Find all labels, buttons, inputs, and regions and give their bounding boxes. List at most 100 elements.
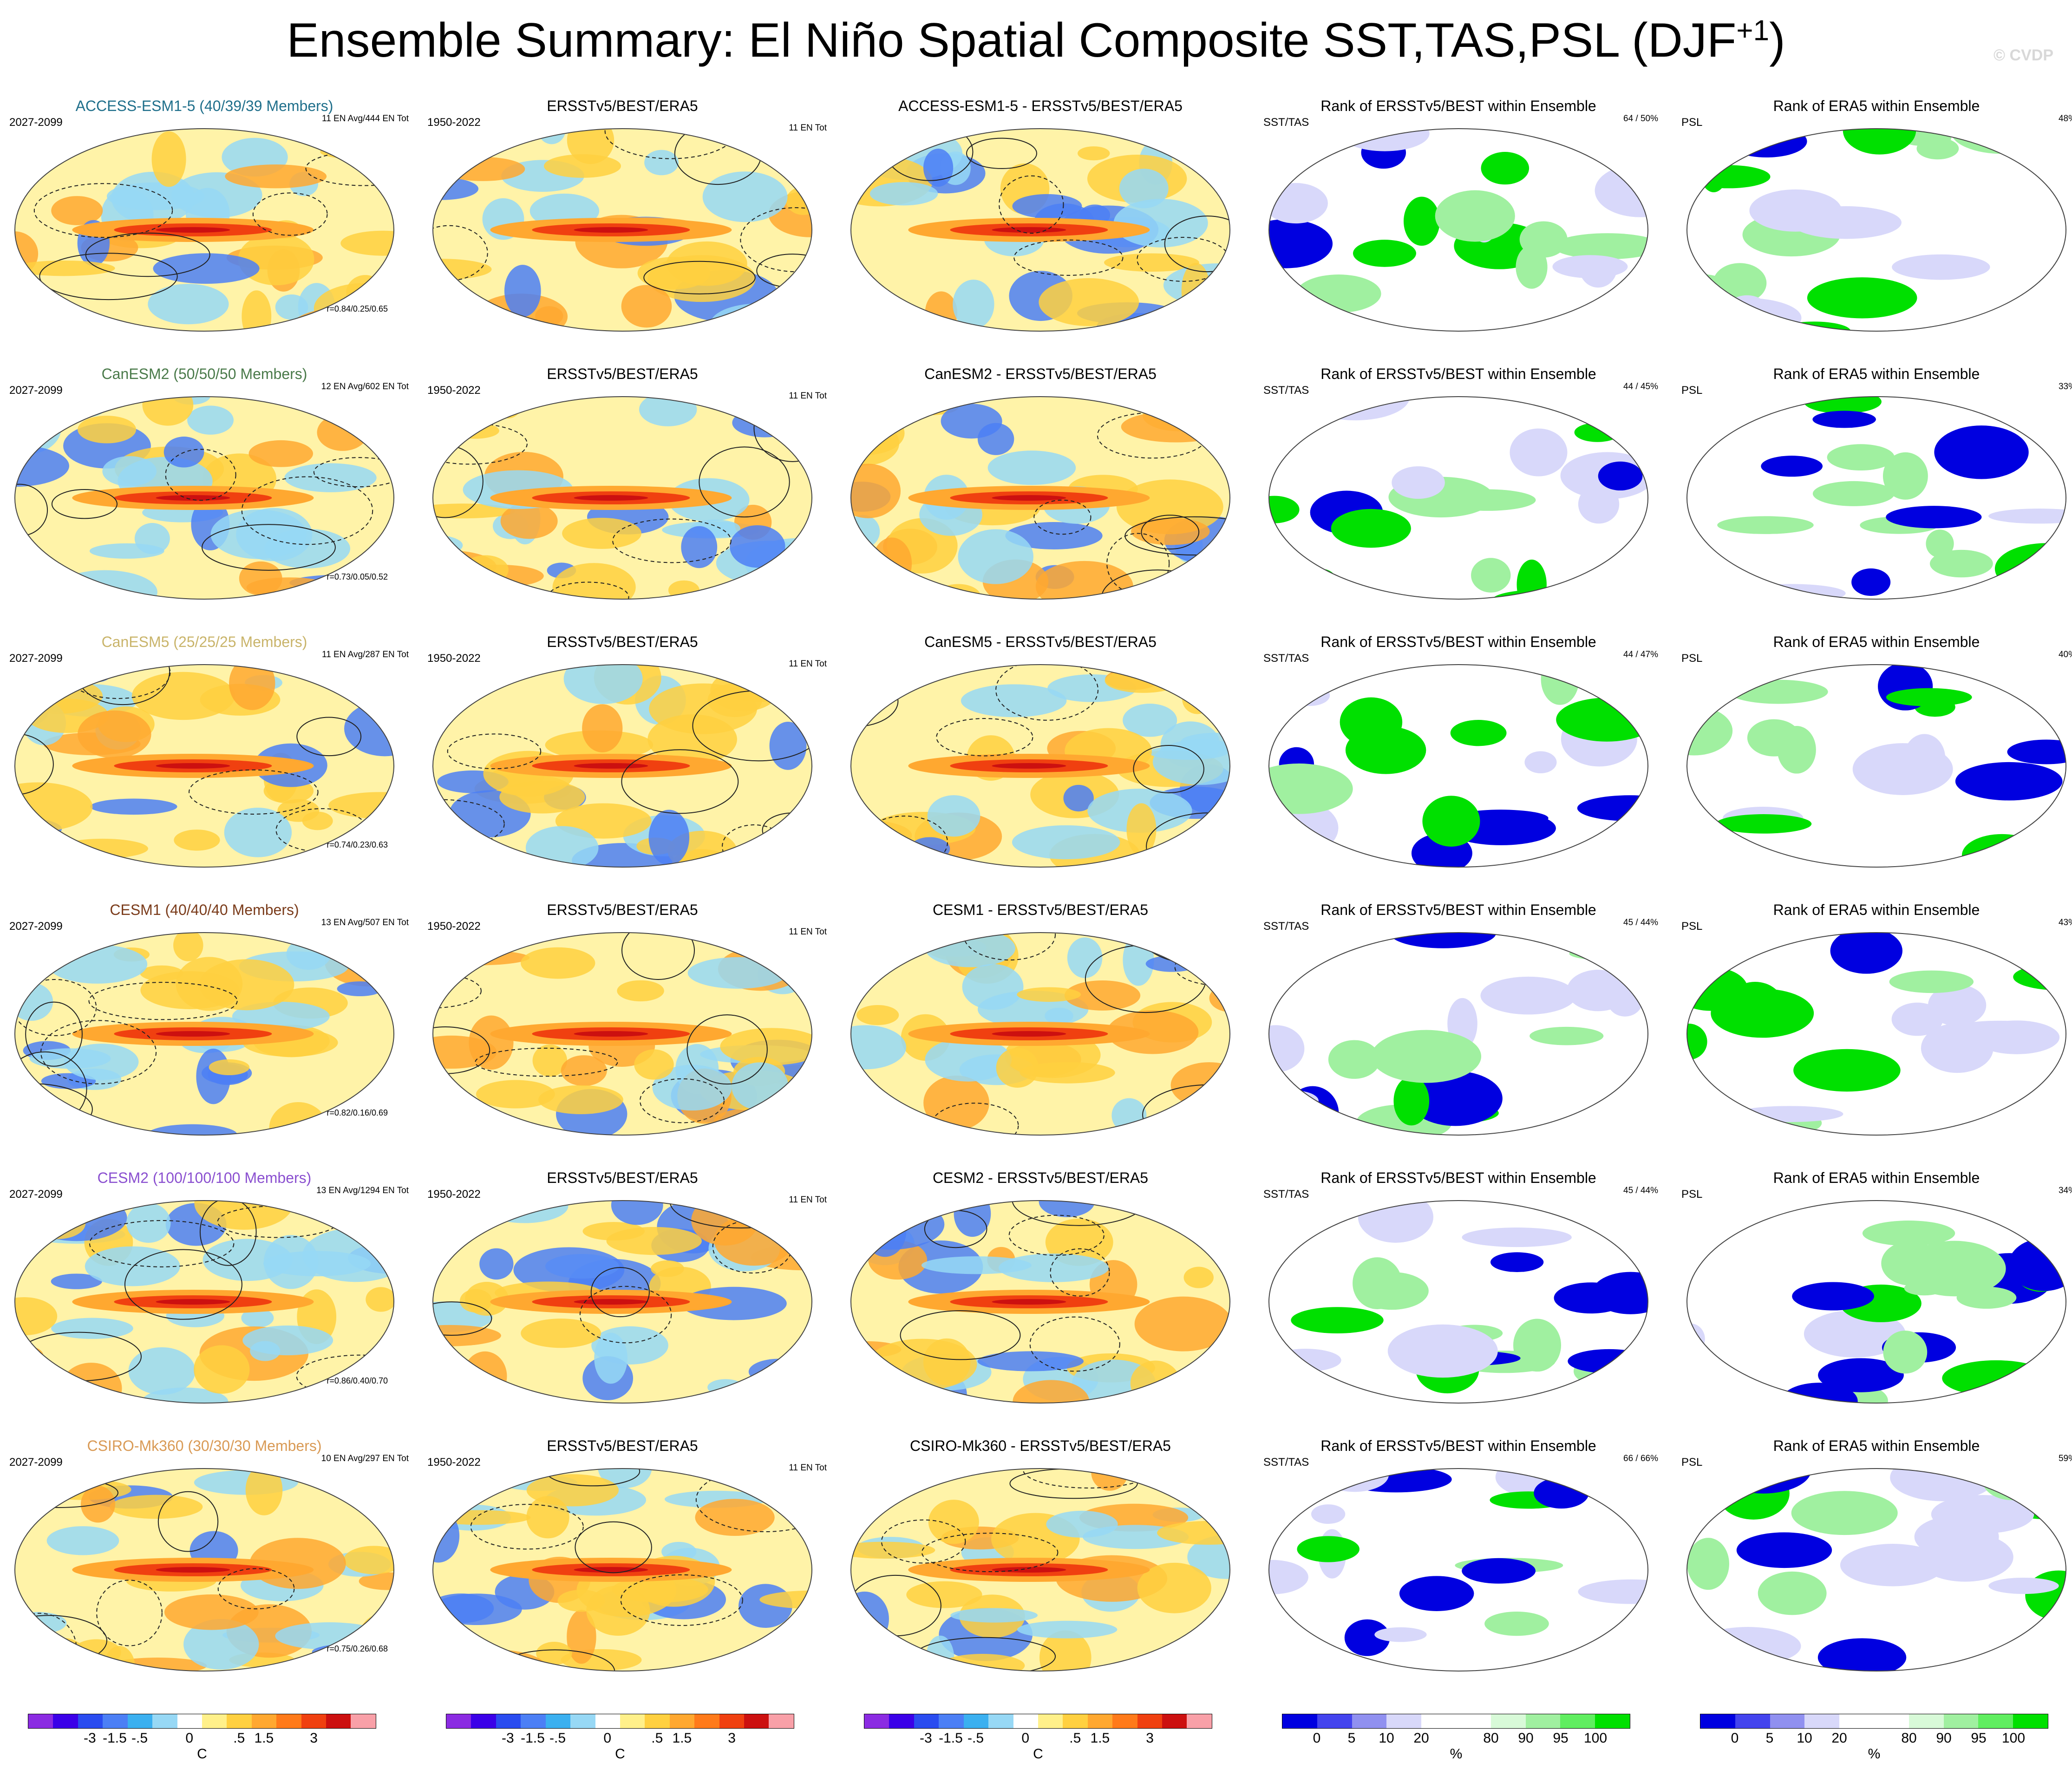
map-field-patch <box>1269 1560 1308 1594</box>
map-field-patch <box>926 1635 954 1671</box>
colorbar-tick-label: 1.5 <box>254 1730 274 1746</box>
psl-label: PSL <box>1681 920 1703 933</box>
colorbar-tick-label: -3 <box>920 1730 932 1746</box>
psl-contour <box>124 1249 242 1320</box>
map-outline <box>432 128 812 332</box>
map-field-patch <box>567 1609 596 1664</box>
colorbar-swatch <box>78 1714 103 1728</box>
colorbar-tick-label: 80 <box>1901 1730 1917 1746</box>
map-outline <box>432 1468 812 1672</box>
sst-colorbar-1: -3 -1.5 -.5 0 .5 1.5 3 C <box>28 1714 376 1762</box>
map-field-patch <box>1883 1331 1928 1374</box>
map-field-patch <box>1353 240 1416 267</box>
obs-panel-title: ERSSTv5/BEST/ERA5 <box>547 1169 698 1186</box>
map-field-patch <box>1131 517 1210 545</box>
colorbar-swatch <box>1978 1714 2013 1728</box>
map-field-patch <box>1827 444 1895 471</box>
map-field-patch <box>320 144 389 159</box>
map-field-patch <box>1435 190 1515 242</box>
colorbar-tick-label: .5 <box>1069 1730 1081 1746</box>
psl-label: PSL <box>1681 384 1703 397</box>
map-field-patch <box>562 517 641 549</box>
map-field-patch <box>238 233 314 286</box>
psl-contour <box>199 1201 257 1266</box>
map-field-patch <box>1157 1521 1230 1545</box>
map-field-patch <box>855 1374 900 1403</box>
psl-contour <box>620 1574 743 1626</box>
map-field-patch <box>851 420 900 466</box>
map-field-patch <box>710 670 778 712</box>
map-field-patch <box>745 1126 812 1135</box>
obs-period-label: 1950-2022 <box>427 920 481 933</box>
map-field-patch <box>1552 255 1628 278</box>
rank-map <box>1686 1468 2066 1672</box>
map-field-patch <box>1491 589 1603 599</box>
map-field-patch <box>340 230 394 256</box>
sst-composite-map <box>432 664 812 868</box>
map-field-patch <box>758 855 812 867</box>
map-outline <box>850 664 1230 868</box>
equatorial-warm-anomaly <box>156 763 230 769</box>
map-field-patch <box>621 285 672 328</box>
map-field-patch <box>1340 697 1403 747</box>
map-field-patch <box>1717 516 1814 534</box>
map-field-patch <box>769 722 807 770</box>
map-outline <box>1268 932 1648 1136</box>
colorbar-swatch <box>570 1714 595 1728</box>
map-field-patch <box>1353 1257 1402 1309</box>
map-field-patch <box>148 284 229 325</box>
rank-map <box>1268 396 1648 600</box>
map-field-patch <box>1137 1562 1211 1613</box>
rank-psl-value: 48% <box>2058 114 2072 124</box>
map-field-patch <box>1039 1630 1092 1671</box>
map-field-patch <box>714 1106 812 1134</box>
map-field-patch <box>1807 277 1917 319</box>
rank-colorbar-1: 0 5 10 20 80 90 95 100% <box>1282 1714 1630 1762</box>
colorbar-swatch <box>227 1714 252 1728</box>
equatorial-warm-anomaly <box>156 1567 230 1573</box>
colorbar-swatch <box>595 1714 620 1728</box>
map-field-patch <box>1387 1324 1498 1378</box>
colorbar-swatch <box>471 1714 496 1728</box>
psl-contour <box>699 446 790 518</box>
map-field-patch <box>1758 1571 1827 1615</box>
map-field-patch <box>1157 665 1195 691</box>
model-event-count: 12 EN Avg/602 EN Tot <box>321 382 409 392</box>
map-field-patch <box>433 259 492 280</box>
colorbar-swatch <box>1490 1714 1526 1728</box>
obs-event-count: 11 EN Tot <box>789 1195 827 1205</box>
map-field-patch <box>1792 1282 1874 1311</box>
pattern-correlation: r=0.73/0.05/0.52 <box>327 572 388 581</box>
map-outline <box>1268 396 1648 600</box>
map-field-patch <box>142 397 194 426</box>
colorbar-tick-label: 100 <box>1583 1730 1608 1746</box>
map-field-patch <box>433 550 497 583</box>
map-field-patch <box>194 1345 250 1394</box>
map-field-patch <box>1687 1473 1719 1520</box>
map-field-patch <box>343 1546 394 1574</box>
sst-composite-map <box>432 1468 812 1672</box>
map-field-patch <box>567 129 614 164</box>
colorbar-swatch <box>889 1714 914 1728</box>
map-field-patch <box>909 837 950 861</box>
map-field-patch <box>462 555 509 585</box>
psl-contour <box>433 973 482 1009</box>
map-field-patch <box>1408 1071 1503 1126</box>
psl-contour <box>252 192 328 236</box>
map-outline <box>850 128 1230 332</box>
map-outline <box>1268 664 1648 868</box>
colorbar-swatch <box>103 1714 128 1728</box>
map-field-patch <box>987 451 1076 485</box>
map-field-patch <box>786 186 812 215</box>
colorbar-swatch <box>1804 1714 1840 1728</box>
map-outline <box>1686 1468 2066 1672</box>
rank-colorbar-2: 0 5 10 20 80 90 95 100% <box>1700 1714 2048 1762</box>
map-field-patch <box>1269 1641 1327 1671</box>
map-field-patch <box>1736 584 1846 599</box>
map-outline <box>1686 1200 2066 1404</box>
map-field-patch <box>1818 1358 1904 1392</box>
psl-contour <box>1033 499 1092 535</box>
map-field-patch <box>1889 970 1974 993</box>
psl-contour <box>433 225 488 281</box>
model-event-count: 13 EN Avg/507 EN Tot <box>321 918 409 927</box>
